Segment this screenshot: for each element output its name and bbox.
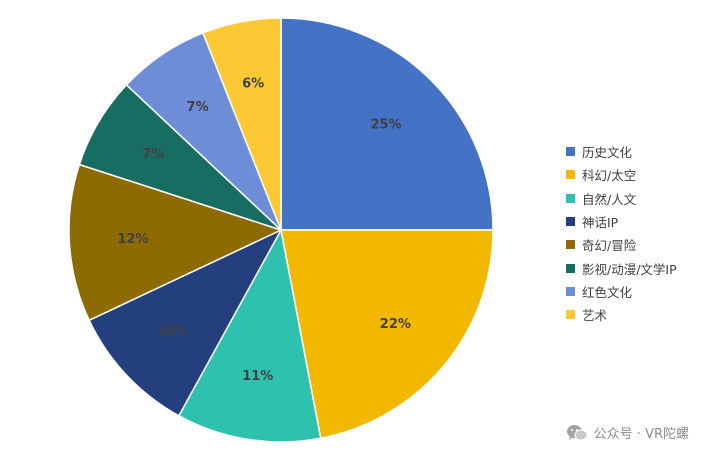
legend-swatch: [566, 170, 575, 180]
legend-item: 影视/动漫/文学IP: [566, 256, 706, 279]
data-label: 11%: [242, 369, 273, 384]
legend-label: 神话IP: [582, 215, 619, 231]
legend-swatch: [566, 217, 575, 227]
pie-slice: [280, 229, 494, 440]
pie-labels: 25% 22% 11% 10% 12% 7% 7% 6%: [117, 77, 411, 384]
data-label: 7%: [142, 147, 164, 162]
watermark-text: 公众号 · VR陀螺: [593, 427, 689, 442]
legend-label: 红色文化: [582, 284, 633, 300]
data-label: 10%: [157, 324, 188, 339]
legend-label: 影视/动漫/文学IP: [582, 261, 677, 277]
legend-swatch: [566, 310, 575, 320]
legend-swatch: [566, 147, 575, 157]
legend-label: 奇幻/冒险: [582, 238, 637, 254]
data-label: 12%: [117, 232, 148, 247]
legend-label: 科幻/太空: [582, 168, 637, 184]
pie-slice: [280, 17, 494, 231]
legend-item: 神话IP: [566, 210, 706, 233]
legend-item: 历史文化: [566, 140, 706, 163]
pie-slice: [88, 228, 283, 417]
chart-legend: 历史文化科幻/太空自然/人文神话IP 奇幻/冒险影视/动漫/文学IP 红色文化艺术: [566, 140, 706, 326]
legend-item: 自然/人文: [566, 187, 706, 210]
pie-slices: [68, 17, 494, 443]
legend-swatch: [566, 193, 575, 203]
legend-swatch: [566, 240, 575, 250]
pie-slice: [68, 163, 284, 322]
watermark: 公众号 · VR陀螺: [566, 423, 689, 442]
legend-label: 历史文化: [582, 145, 633, 161]
legend-swatch: [566, 263, 575, 273]
pie-slice: [177, 227, 322, 443]
legend-label: 艺术: [582, 308, 608, 324]
data-label: 6%: [242, 77, 264, 92]
data-label: 22%: [380, 317, 411, 332]
pie-slice: [201, 17, 282, 231]
data-label: 25%: [370, 118, 401, 133]
legend-label: 自然/人文: [582, 191, 637, 207]
legend-swatch: [566, 286, 575, 296]
legend-item: 艺术: [566, 303, 706, 326]
data-label: 7%: [187, 100, 209, 115]
wechat-icon: [566, 424, 588, 442]
legend-item: 奇幻/冒险: [566, 233, 706, 256]
legend-item: 红色文化: [566, 280, 706, 303]
legend-item: 科幻/太空: [566, 163, 706, 186]
